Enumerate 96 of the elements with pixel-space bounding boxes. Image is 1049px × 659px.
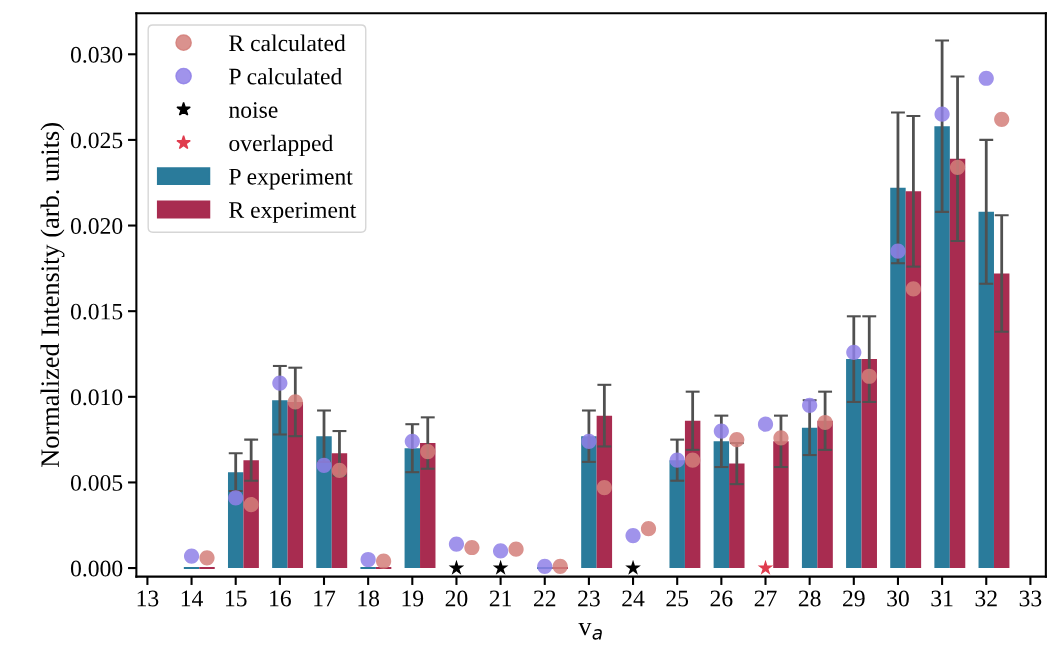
x-axis-title: v$_{a}$ <box>578 622 602 640</box>
bar <box>978 211 994 569</box>
legend-label: noise <box>229 102 278 118</box>
legend-label: P calculated <box>229 67 342 85</box>
x-tick-label: 26 <box>710 590 733 607</box>
bar <box>890 187 906 569</box>
point <box>713 423 729 439</box>
point <box>508 541 524 557</box>
point <box>802 397 818 413</box>
y-tick-label: 0.030 <box>70 46 123 63</box>
point <box>183 548 200 564</box>
x-tick-label: 28 <box>798 590 821 607</box>
point <box>448 559 465 575</box>
point <box>625 559 641 575</box>
bar <box>861 359 877 569</box>
point <box>199 550 215 566</box>
y-axis-title: Normalized Intensity (arb. units) <box>40 123 65 468</box>
x-tick-label: 21 <box>489 590 511 607</box>
y-tick-label: 0.020 <box>70 218 123 235</box>
x-tick-label: 15 <box>225 590 247 607</box>
y-tick-label: 0.010 <box>70 389 123 406</box>
bar <box>773 441 789 569</box>
point <box>243 497 259 513</box>
point <box>890 243 906 259</box>
x-tick-label: 22 <box>533 590 556 607</box>
point <box>404 433 420 449</box>
x-tick-label: 18 <box>358 590 380 607</box>
point <box>537 558 553 574</box>
point <box>773 430 789 446</box>
bar <box>272 400 288 569</box>
x-tick-label: 33 <box>1019 590 1042 607</box>
point <box>625 527 641 544</box>
point <box>448 536 465 552</box>
point <box>669 452 685 468</box>
point <box>596 479 612 496</box>
x-tick-label: 14 <box>181 590 203 607</box>
point <box>287 394 303 410</box>
point <box>861 368 877 384</box>
point <box>493 543 509 559</box>
point <box>640 521 657 537</box>
point <box>376 553 392 569</box>
x-tick-label: 31 <box>931 590 953 607</box>
bar <box>905 191 922 569</box>
y-tick-label: 0.015 <box>70 303 123 320</box>
point <box>420 444 436 460</box>
point <box>757 559 774 575</box>
point <box>729 432 745 448</box>
point <box>272 375 288 391</box>
bar <box>669 460 685 569</box>
bar <box>817 420 833 569</box>
point <box>978 70 994 86</box>
point <box>581 433 597 449</box>
point <box>846 344 862 360</box>
point <box>492 559 509 575</box>
point <box>464 539 480 556</box>
bar <box>729 463 745 569</box>
point <box>817 414 833 431</box>
y-tick-label: 0.025 <box>70 132 123 149</box>
point <box>905 281 922 297</box>
y-tick-label: 0.000 <box>70 560 123 577</box>
x-tick-label: 19 <box>402 590 424 607</box>
point <box>949 159 966 175</box>
bar <box>287 401 304 569</box>
bar <box>404 448 421 569</box>
bar <box>993 273 1010 569</box>
legend-label: overlapped <box>229 134 334 157</box>
legend-label: R calculated <box>229 34 346 52</box>
x-tick-label: 30 <box>887 590 909 607</box>
point <box>994 111 1010 127</box>
x-tick-label: 20 <box>445 590 468 607</box>
point <box>552 558 568 574</box>
x-tick-label: 23 <box>578 590 600 607</box>
x-tick-label: 13 <box>137 590 159 607</box>
point <box>685 452 701 468</box>
legend-label: P experiment <box>229 168 353 190</box>
point <box>757 416 774 432</box>
legend-label: R experiment <box>229 202 357 223</box>
point <box>360 551 376 568</box>
point <box>934 106 950 122</box>
bar <box>801 427 818 569</box>
bar <box>713 441 730 569</box>
point <box>331 462 348 479</box>
point <box>228 490 244 506</box>
x-tick-label: 29 <box>843 590 865 607</box>
x-tick-label: 25 <box>666 590 689 607</box>
x-tick-label: 16 <box>270 590 291 607</box>
bar <box>581 436 597 569</box>
bar <box>846 359 862 569</box>
bar <box>934 126 950 569</box>
x-tick-label: 17 <box>314 590 336 607</box>
x-tick-label: 24 <box>622 590 645 607</box>
x-tick-label: 32 <box>975 590 997 607</box>
x-tick-label: 27 <box>754 590 777 607</box>
point <box>316 457 332 473</box>
bar <box>949 158 966 569</box>
y-tick-label: 0.005 <box>70 474 123 491</box>
